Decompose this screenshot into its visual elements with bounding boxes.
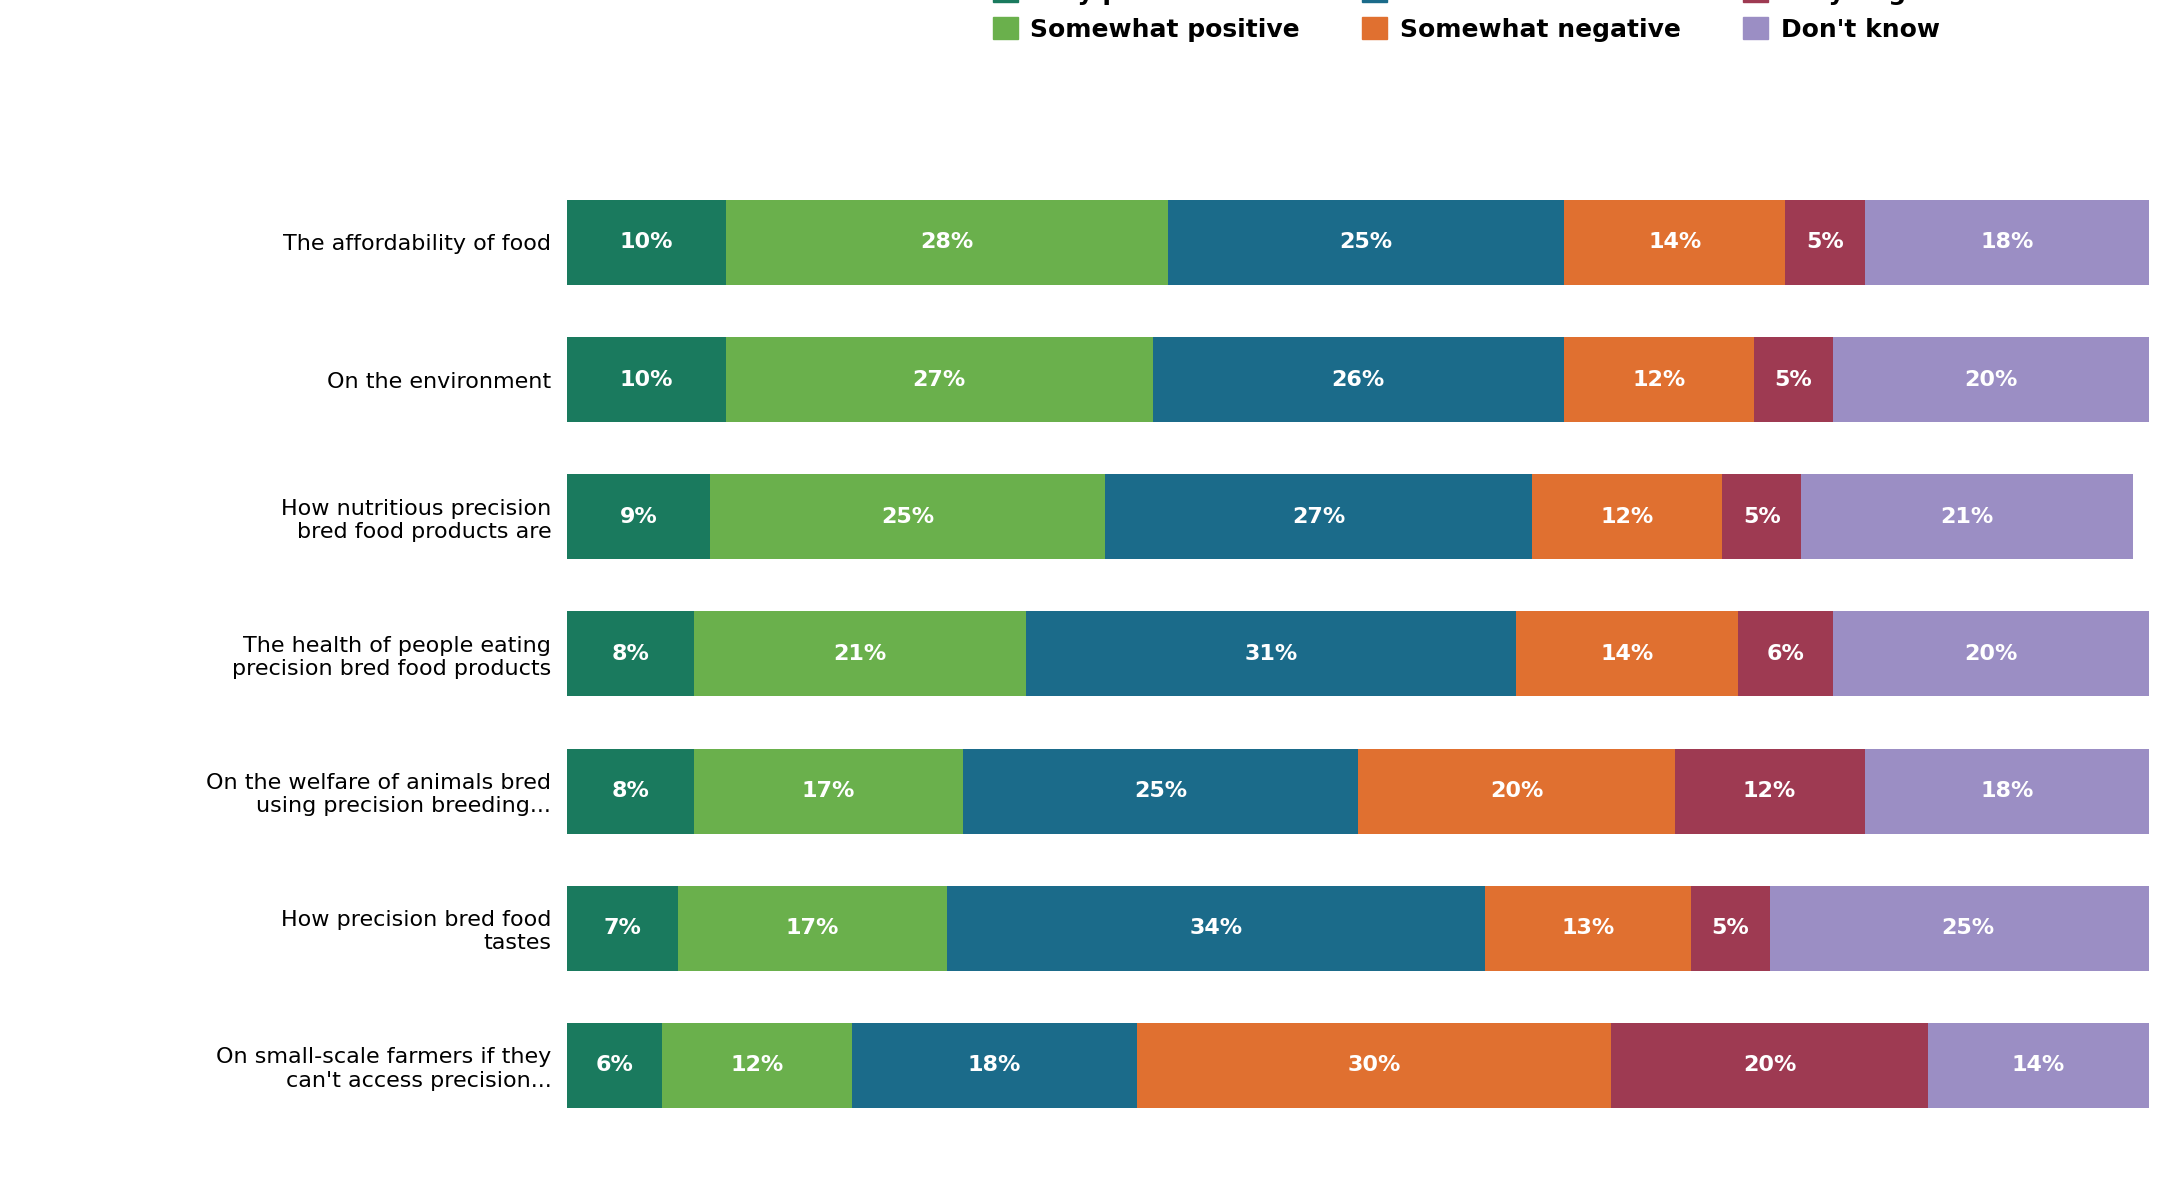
Bar <box>1564 200 1785 285</box>
Bar <box>567 886 679 970</box>
Text: 34%: 34% <box>1189 918 1242 938</box>
Bar <box>567 749 694 833</box>
Text: 25%: 25% <box>1135 781 1187 801</box>
Text: 5%: 5% <box>1711 918 1750 938</box>
Bar <box>1137 1023 1610 1108</box>
Bar <box>567 474 709 559</box>
Bar <box>1532 474 1722 559</box>
Text: 18%: 18% <box>1981 233 2034 252</box>
Text: 27%: 27% <box>912 370 967 390</box>
Bar <box>694 749 962 833</box>
Text: 8%: 8% <box>611 644 650 663</box>
Bar <box>1770 886 2165 970</box>
Text: 21%: 21% <box>834 644 886 663</box>
Text: 7%: 7% <box>604 918 642 938</box>
Bar <box>679 886 947 970</box>
Bar <box>1676 749 1863 833</box>
Text: 6%: 6% <box>596 1056 633 1075</box>
Text: 5%: 5% <box>1743 507 1781 527</box>
Bar <box>1737 611 1833 697</box>
Text: 13%: 13% <box>1560 918 1615 938</box>
Text: 18%: 18% <box>969 1056 1021 1075</box>
Bar <box>962 749 1357 833</box>
Text: 17%: 17% <box>801 781 855 801</box>
Text: 20%: 20% <box>1490 781 1543 801</box>
Text: 12%: 12% <box>1632 370 1685 390</box>
Text: 20%: 20% <box>1743 1056 1796 1075</box>
Bar <box>1785 200 1863 285</box>
Text: 5%: 5% <box>1774 370 1813 390</box>
Bar <box>1691 886 1770 970</box>
Bar <box>1929 1023 2149 1108</box>
Text: 14%: 14% <box>2012 1056 2064 1075</box>
Bar <box>709 474 1106 559</box>
Legend: Very positive, Somewhat positive, Neither, Somewhat negative, Very negative, Don: Very positive, Somewhat positive, Neithe… <box>980 0 1990 55</box>
Bar <box>1833 611 2149 697</box>
Bar <box>1754 338 1833 422</box>
Bar <box>1802 474 2134 559</box>
Text: 14%: 14% <box>1602 644 1654 663</box>
Bar <box>947 886 1486 970</box>
Bar <box>567 1023 663 1108</box>
Bar <box>567 338 727 422</box>
Text: 17%: 17% <box>786 918 840 938</box>
Text: 12%: 12% <box>731 1056 783 1075</box>
Bar <box>1610 1023 1927 1108</box>
Text: 25%: 25% <box>1340 233 1392 252</box>
Text: 5%: 5% <box>1807 233 1844 252</box>
Bar <box>1833 338 2149 422</box>
Text: 20%: 20% <box>1964 644 2018 663</box>
Bar <box>1170 200 1564 285</box>
Bar <box>851 1023 1137 1108</box>
Bar <box>663 1023 851 1108</box>
Text: 25%: 25% <box>1940 918 1994 938</box>
Bar <box>1722 474 1800 559</box>
Text: 12%: 12% <box>1743 781 1796 801</box>
Text: 6%: 6% <box>1767 644 1805 663</box>
Bar <box>1484 886 1691 970</box>
Bar <box>727 200 1170 285</box>
Text: 10%: 10% <box>620 370 674 390</box>
Text: 30%: 30% <box>1348 1056 1401 1075</box>
Text: 26%: 26% <box>1331 370 1386 390</box>
Text: 18%: 18% <box>1981 781 2034 801</box>
Bar <box>1106 474 1532 559</box>
Bar <box>567 611 694 697</box>
Text: 21%: 21% <box>1940 507 1994 527</box>
Bar <box>1026 611 1516 697</box>
Text: 25%: 25% <box>882 507 934 527</box>
Bar <box>1152 338 1564 422</box>
Bar <box>1863 200 2149 285</box>
Bar <box>1357 749 1676 833</box>
Bar <box>1516 611 1737 697</box>
Text: 14%: 14% <box>1647 233 1702 252</box>
Text: 10%: 10% <box>620 233 674 252</box>
Bar <box>1863 749 2149 833</box>
Text: 31%: 31% <box>1244 644 1298 663</box>
Bar <box>694 611 1026 697</box>
Bar <box>1564 338 1754 422</box>
Text: 8%: 8% <box>611 781 650 801</box>
Bar <box>567 200 727 285</box>
Text: 28%: 28% <box>921 233 973 252</box>
Bar <box>727 338 1152 422</box>
Text: 27%: 27% <box>1292 507 1346 527</box>
Text: 9%: 9% <box>620 507 657 527</box>
Text: 20%: 20% <box>1964 370 2018 390</box>
Text: 12%: 12% <box>1602 507 1654 527</box>
